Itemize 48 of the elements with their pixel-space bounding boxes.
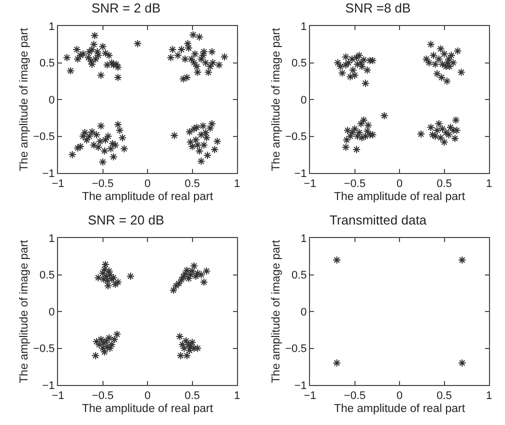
y-tick-label: 0 xyxy=(48,306,55,318)
x-axis-title: The amplitude of real part xyxy=(334,402,466,415)
x-tick-label: 0.5 xyxy=(184,390,200,402)
y-tick-label: −1 xyxy=(42,380,55,392)
x-tick-label: 1 xyxy=(486,178,492,190)
y-tick-label: −0.5 xyxy=(285,131,307,144)
y-axis-title: The amplitude of image part xyxy=(18,239,31,384)
chart-title: SNR = 2 dB xyxy=(91,0,161,16)
x-tick-label: 0.5 xyxy=(184,178,200,190)
x-tick-label: 0 xyxy=(144,390,151,402)
y-tick-label: −1 xyxy=(294,380,307,392)
x-axis-title: The amplitude of real part xyxy=(334,190,466,203)
chart-title: SNR =8 dB xyxy=(345,0,411,16)
x-tick-label: 1 xyxy=(234,178,240,190)
y-tick-label: 1 xyxy=(300,20,307,33)
y-tick-label: 0.5 xyxy=(292,270,307,282)
x-tick-label: −0.5 xyxy=(344,178,366,190)
y-tick-label: 0.5 xyxy=(292,58,307,70)
y-tick-label: 0 xyxy=(300,306,307,318)
y-tick-label: 0.5 xyxy=(40,270,55,282)
x-tick-label: 0 xyxy=(144,178,151,190)
x-axis-title: The amplitude of real part xyxy=(82,402,214,415)
y-tick-label: 1 xyxy=(48,20,55,33)
y-tick-label: −0.5 xyxy=(285,343,307,356)
chart-title: Transmitted data xyxy=(329,212,428,228)
y-tick-label: 1 xyxy=(48,232,55,245)
x-tick-label: 1 xyxy=(234,390,240,402)
y-tick-label: −0.5 xyxy=(33,343,55,356)
x-tick-label: 0 xyxy=(396,178,403,190)
x-tick-label: 0.5 xyxy=(436,390,452,402)
y-tick-label: −0.5 xyxy=(33,131,55,144)
y-tick-label: 0 xyxy=(48,94,55,106)
x-tick-label: 0.5 xyxy=(436,178,452,190)
y-axis-title: The amplitude of image part xyxy=(270,27,283,172)
y-axis-title: The amplitude of image part xyxy=(18,27,31,172)
x-tick-label: 0 xyxy=(396,390,403,402)
x-axis-title: The amplitude of real part xyxy=(82,190,214,203)
y-tick-label: −1 xyxy=(42,168,55,180)
chart-title: SNR = 20 dB xyxy=(88,212,164,228)
y-tick-label: 0.5 xyxy=(40,58,55,70)
x-tick-label: −0.5 xyxy=(92,178,114,190)
y-tick-label: −1 xyxy=(294,168,307,180)
y-axis-title: The amplitude of image part xyxy=(270,239,283,384)
x-tick-label: 1 xyxy=(486,390,492,402)
x-tick-label: −0.5 xyxy=(92,390,114,402)
y-tick-label: 0 xyxy=(300,94,307,106)
y-tick-label: 1 xyxy=(300,232,307,245)
x-tick-label: −0.5 xyxy=(344,390,366,402)
